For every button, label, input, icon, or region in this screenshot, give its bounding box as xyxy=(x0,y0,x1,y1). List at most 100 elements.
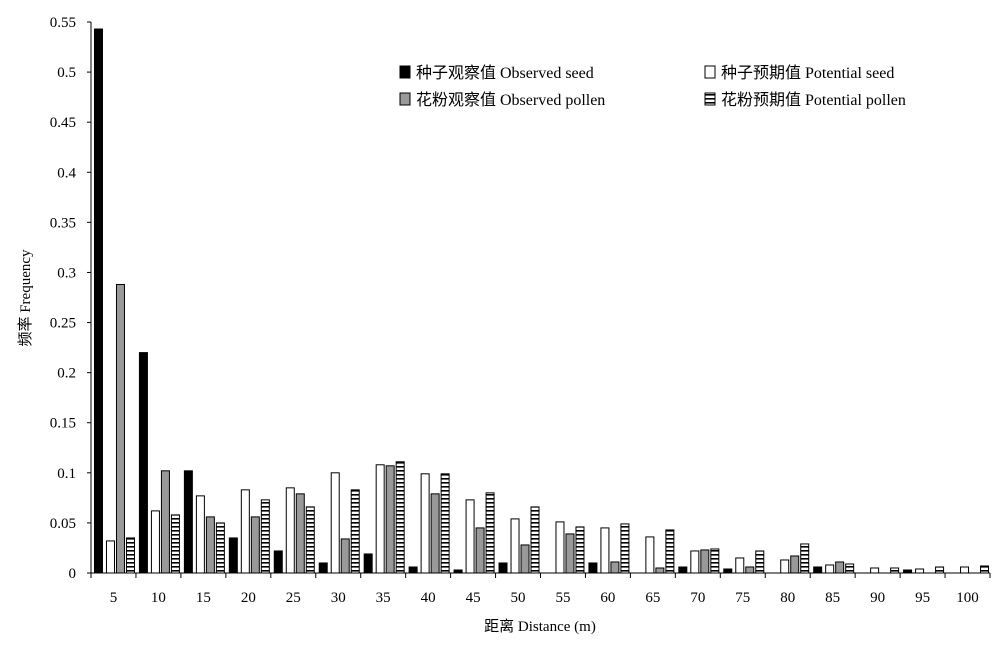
bar xyxy=(440,473,450,574)
bar xyxy=(800,543,810,574)
x-tick-label: 40 xyxy=(421,590,436,606)
bar xyxy=(240,489,250,574)
bar xyxy=(295,493,305,574)
y-axis: 0 0.05 0.1 0.15 0.2 0.25 0.3 0.35 0.4 0.45 0.5 0.55 xyxy=(50,15,92,582)
legend-label: 种子预期值 Potential seed xyxy=(721,64,894,82)
bar xyxy=(813,566,823,574)
x-tick-label: 15 xyxy=(196,590,211,606)
bar xyxy=(273,550,283,574)
bar xyxy=(690,550,700,574)
bar xyxy=(350,489,360,574)
legend-label: 花粉观察值 Observed pollen xyxy=(416,91,605,109)
legend-swatch xyxy=(704,65,716,79)
bar xyxy=(138,352,148,574)
bar xyxy=(305,506,315,574)
bar xyxy=(498,562,508,574)
y-tick-label: 0.3 xyxy=(57,265,76,281)
bar xyxy=(385,465,395,574)
bar xyxy=(330,472,340,574)
x-tick-label: 20 xyxy=(241,590,256,606)
bar xyxy=(318,562,328,574)
bar xyxy=(678,566,688,574)
y-tick-label: 0.55 xyxy=(50,15,76,31)
bar xyxy=(375,464,385,574)
bar xyxy=(565,533,575,574)
bar xyxy=(935,566,945,574)
legend-swatch xyxy=(399,92,411,106)
bar xyxy=(870,567,880,574)
x-tick-label: 50 xyxy=(511,590,526,606)
bar xyxy=(510,518,520,574)
x-tick-label: 60 xyxy=(600,590,615,606)
bar xyxy=(700,549,710,574)
bar xyxy=(115,283,125,574)
bars xyxy=(93,28,990,574)
x-tick-label: 90 xyxy=(870,590,885,606)
bar xyxy=(215,522,225,574)
y-tick-label: 0.05 xyxy=(50,516,76,532)
bar xyxy=(150,510,160,574)
bar xyxy=(610,561,620,574)
y-tick-label: 0.35 xyxy=(50,215,76,231)
bar xyxy=(790,555,800,574)
x-tick-label: 100 xyxy=(956,590,979,606)
bar xyxy=(555,521,565,574)
bar xyxy=(755,550,765,574)
bar xyxy=(408,566,418,574)
y-tick-label: 0.2 xyxy=(57,366,76,382)
x-tick-label: 95 xyxy=(915,590,930,606)
bar xyxy=(915,568,925,574)
x-tick-label: 25 xyxy=(286,590,301,606)
bar xyxy=(465,499,475,574)
bar xyxy=(125,537,135,574)
bar xyxy=(575,526,585,574)
bar xyxy=(825,564,835,574)
x-tick-label: 35 xyxy=(376,590,391,606)
bar xyxy=(430,493,440,574)
legend-label: 种子观察值 Observed seed xyxy=(416,64,594,82)
bar xyxy=(960,566,970,574)
bar xyxy=(835,561,845,574)
x-tick-label: 70 xyxy=(690,590,705,606)
bar xyxy=(260,499,270,574)
bar xyxy=(340,538,350,574)
legend: 种子观察值 Observed seed 种子预期值 Potential seed 花… xyxy=(399,64,906,109)
bar xyxy=(600,527,610,574)
bar xyxy=(395,461,405,574)
legend-swatch xyxy=(399,65,411,79)
bar xyxy=(735,557,745,574)
bar xyxy=(420,473,430,574)
y-tick-label: 0.25 xyxy=(50,316,76,332)
bar xyxy=(723,568,733,574)
y-tick-label: 0.4 xyxy=(57,165,76,181)
bar xyxy=(655,567,665,574)
bar xyxy=(93,28,103,574)
bar xyxy=(665,529,675,574)
bar xyxy=(903,569,913,574)
x-axis-title: 距离 Distance (m) xyxy=(484,618,596,635)
legend-label: 花粉预期值 Potential pollen xyxy=(721,91,906,109)
x-tick-label: 5 xyxy=(110,590,118,606)
x-tick-label: 45 xyxy=(466,590,481,606)
bar xyxy=(285,487,295,574)
bar xyxy=(160,470,170,574)
bar xyxy=(745,566,755,574)
bar xyxy=(530,506,540,574)
bar xyxy=(645,536,655,574)
x-tick-label: 75 xyxy=(735,590,750,606)
x-tick-label: 85 xyxy=(825,590,840,606)
bar xyxy=(228,537,238,574)
bar xyxy=(453,569,463,574)
bar xyxy=(205,516,215,574)
legend-swatch xyxy=(704,92,716,106)
bar xyxy=(845,563,855,574)
bar xyxy=(710,548,720,574)
bar xyxy=(195,495,205,574)
x-tick-label: 10 xyxy=(151,590,166,606)
y-tick-label: 0.1 xyxy=(57,466,76,482)
bar xyxy=(363,553,373,574)
y-tick-label: 0.45 xyxy=(50,115,76,131)
bar xyxy=(170,514,180,574)
x-axis: 5 10 15 20 25 30 35 40 45 50 55 60 65 70 75 80 85 90 95 100 xyxy=(90,572,991,606)
